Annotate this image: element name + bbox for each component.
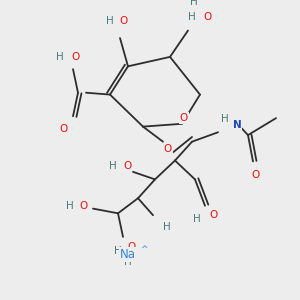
Text: H: H [221,114,229,124]
Text: O: O [164,144,172,154]
Text: N: N [232,120,242,130]
Text: H: H [193,214,201,224]
Text: H: H [66,201,74,211]
Text: Na: Na [120,248,136,261]
Text: H: H [188,12,196,22]
Text: H: H [190,0,198,7]
Text: H: H [163,221,171,232]
Text: O: O [123,161,131,171]
Text: O: O [209,210,217,220]
Text: O: O [59,124,67,134]
Text: H: H [124,257,132,267]
Text: O: O [80,201,88,211]
Text: H: H [56,52,64,62]
Text: H: H [106,16,114,26]
Text: O: O [180,113,188,123]
Text: O: O [252,170,260,180]
Text: H: H [114,246,122,256]
Text: O: O [128,242,136,252]
Text: H: H [109,161,117,171]
Text: O: O [71,52,79,62]
Text: O: O [119,16,127,26]
Text: ^: ^ [140,244,148,253]
Text: O: O [204,12,212,22]
